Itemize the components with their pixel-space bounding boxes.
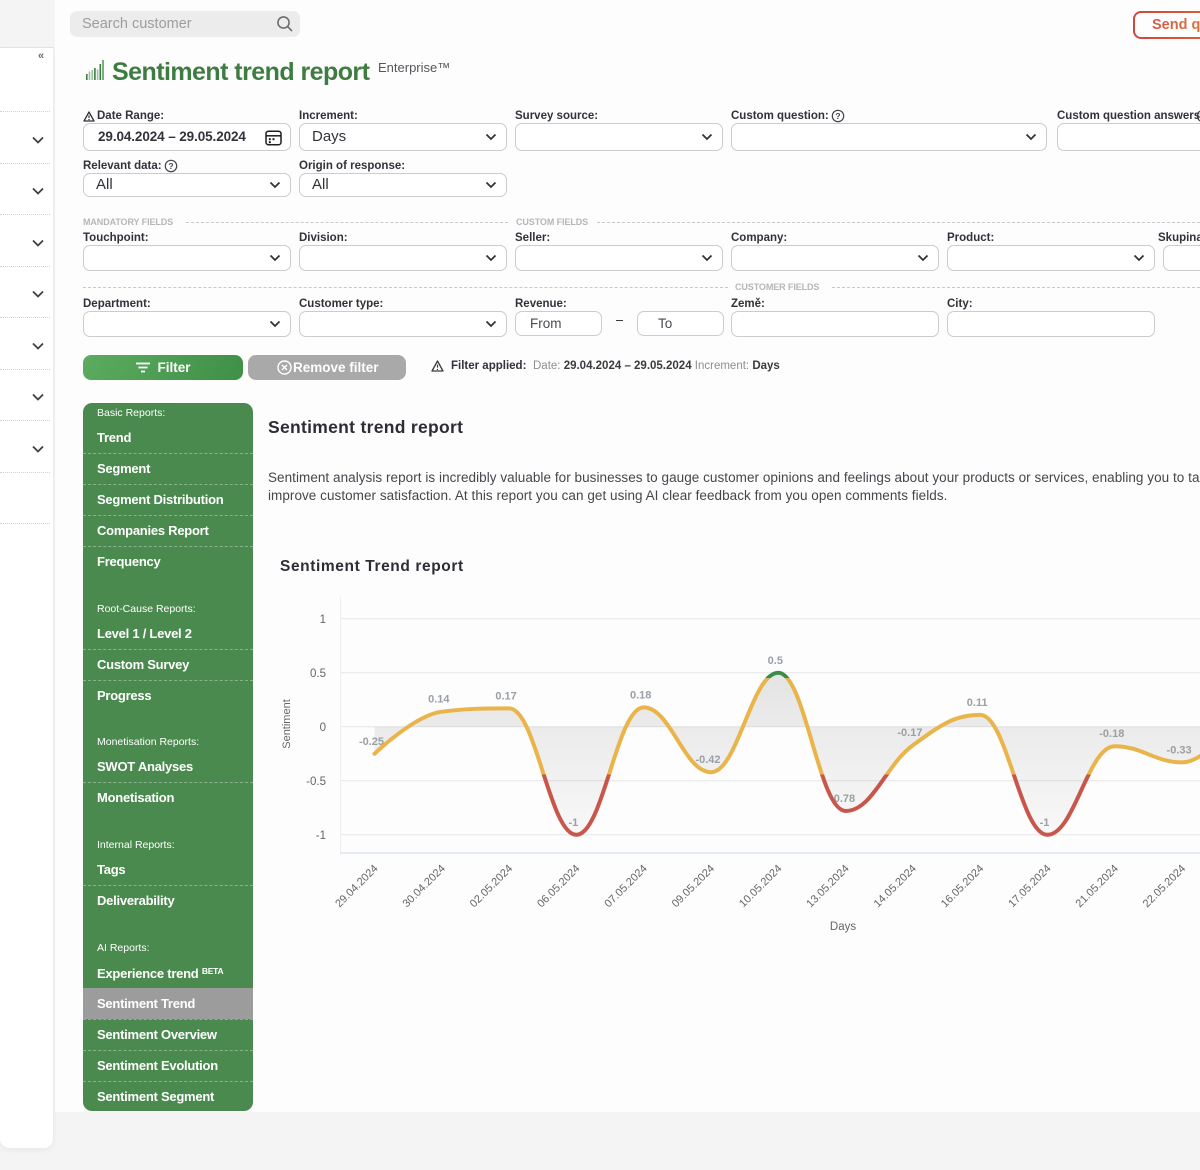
svg-text:-1: -1 [569, 817, 579, 829]
svg-text:21.05.2024: 21.05.2024 [1074, 863, 1121, 910]
svg-text:17.05.2024: 17.05.2024 [1006, 863, 1053, 910]
svg-text:06.05.2024: 06.05.2024 [535, 863, 582, 910]
svg-text:1: 1 [320, 614, 326, 626]
svg-text:-1: -1 [1040, 817, 1050, 829]
svg-text:?: ? [168, 161, 173, 171]
svg-text:-0.42: -0.42 [695, 754, 720, 766]
svg-text:02.05.2024: 02.05.2024 [468, 863, 515, 910]
svg-text:-0.5: -0.5 [306, 776, 326, 788]
svg-text:30.04.2024: 30.04.2024 [401, 863, 448, 910]
svg-text:29.04.2024: 29.04.2024 [333, 863, 380, 910]
svg-text:13.05.2024: 13.05.2024 [804, 863, 851, 910]
svg-text:0.11: 0.11 [967, 697, 988, 709]
svg-text:16.05.2024: 16.05.2024 [939, 863, 986, 910]
svg-text:Sentiment: Sentiment [281, 699, 293, 749]
svg-text:-1: -1 [316, 830, 326, 842]
svg-text:-0.25: -0.25 [359, 736, 384, 748]
svg-text:-0.17: -0.17 [897, 727, 922, 739]
svg-text:0: 0 [320, 722, 326, 734]
svg-text:14.05.2024: 14.05.2024 [872, 863, 919, 910]
svg-text:-0.18: -0.18 [1099, 728, 1124, 740]
svg-text:0.17: 0.17 [495, 690, 516, 702]
svg-text:0.5: 0.5 [768, 655, 783, 667]
svg-text:10.05.2024: 10.05.2024 [737, 863, 784, 910]
svg-text:22.05.2024: 22.05.2024 [1141, 863, 1188, 910]
svg-text:-0.78: -0.78 [830, 793, 855, 805]
svg-text:0.14: 0.14 [428, 694, 450, 706]
svg-text:-0.33: -0.33 [1167, 744, 1192, 756]
svg-text:07.05.2024: 07.05.2024 [602, 863, 649, 910]
svg-text:0.5: 0.5 [310, 668, 326, 680]
svg-text:0.18: 0.18 [630, 689, 651, 701]
svg-text:?: ? [835, 111, 840, 121]
svg-text:Days: Days [830, 921, 856, 933]
svg-text:09.05.2024: 09.05.2024 [670, 863, 717, 910]
